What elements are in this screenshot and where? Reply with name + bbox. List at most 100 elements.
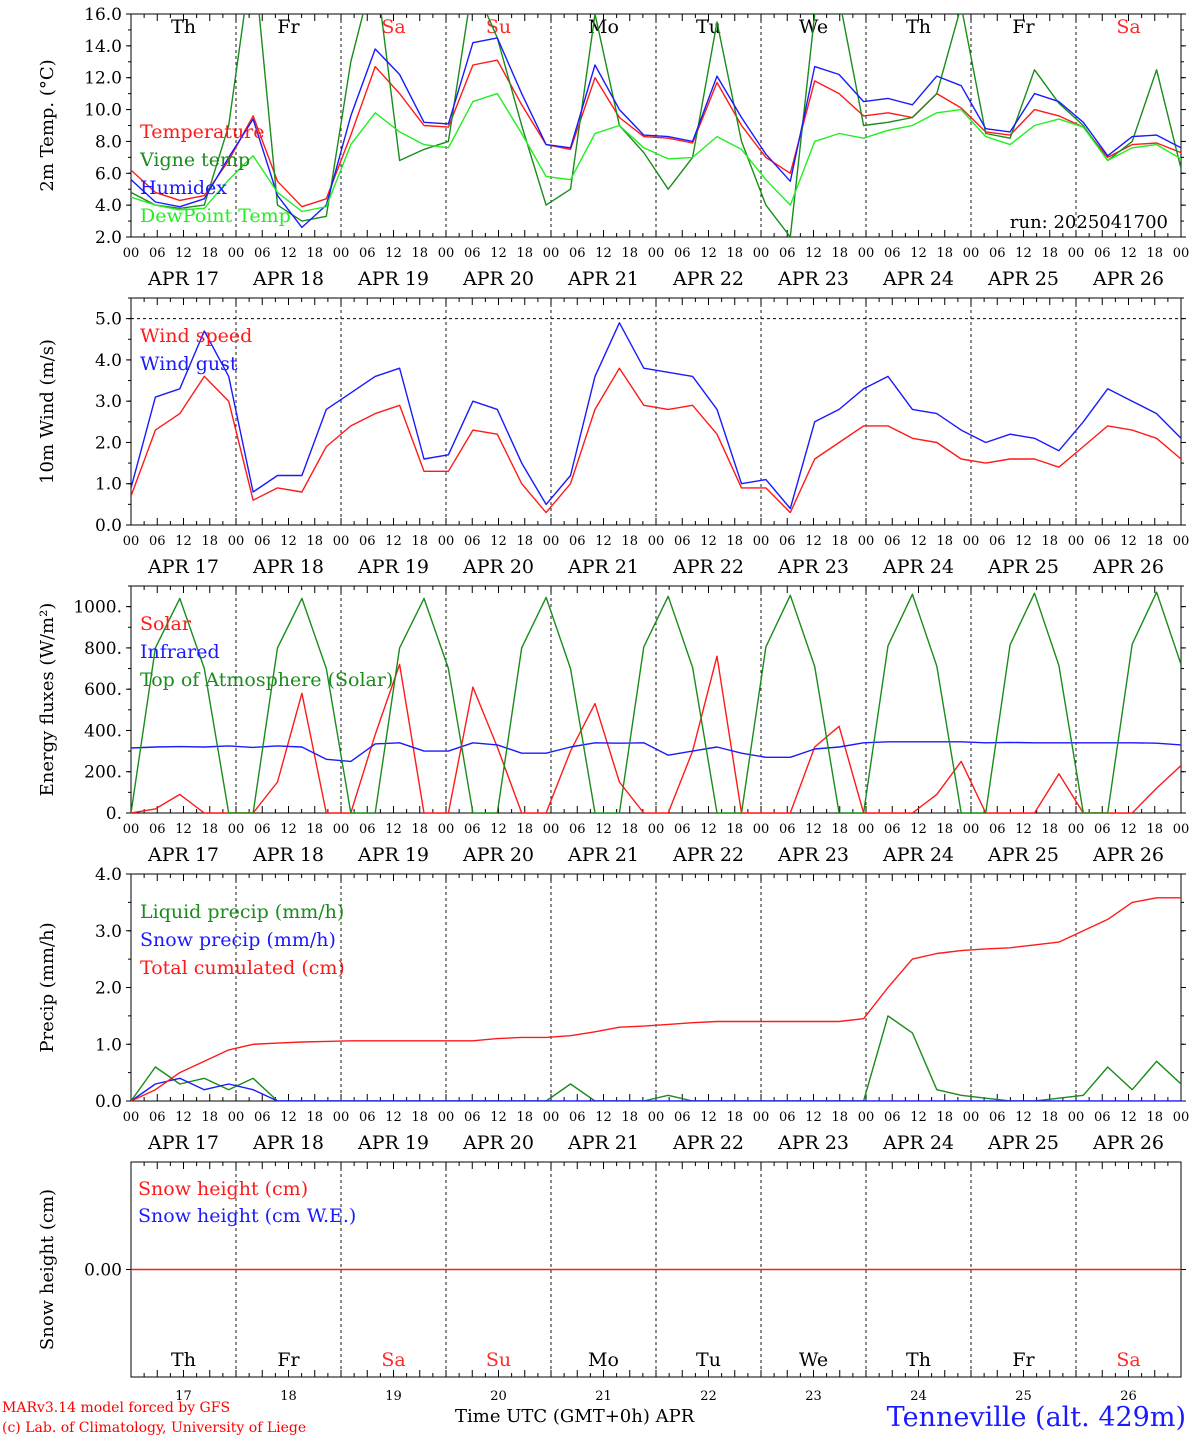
hour-tick-label: 18 [621, 1110, 638, 1125]
y-tick-label: 0. [106, 804, 122, 824]
date-label: APR 25 [987, 844, 1059, 866]
hour-tick-label: 06 [779, 822, 796, 837]
hour-tick-label: 18 [306, 246, 323, 261]
hour-tick-label: 06 [149, 822, 166, 837]
date-label: APR 26 [1092, 268, 1164, 290]
weekday-label: Fr [1012, 16, 1035, 38]
hour-tick-label: 06 [569, 246, 586, 261]
y-axis-title: Energy fluxes (W/m²) [37, 603, 58, 797]
hour-tick-label: 06 [254, 246, 271, 261]
date-label: APR 18 [252, 556, 324, 578]
lab-credit: (c) Lab. of Climatology, University of L… [2, 1420, 307, 1436]
hour-tick-label: 00 [123, 246, 140, 261]
hour-tick-label: 18 [726, 246, 743, 261]
y-tick-label: 5.0 [95, 310, 122, 330]
hour-tick-label: 06 [569, 1110, 586, 1125]
date-label: APR 18 [252, 844, 324, 866]
hour-tick-label: 00 [858, 1110, 875, 1125]
hour-tick-label: 18 [411, 822, 428, 837]
panel-2: 0.0 1.0 2.0 3.0 4.0 5.0 10m Wind (m/s) 00 06 12 18… [37, 297, 1189, 578]
hour-tick-label: 00 [228, 246, 245, 261]
y-tick-label: 1.0 [95, 1035, 122, 1055]
hour-tick-label: 06 [569, 822, 586, 837]
legend-entry: Snow precip (mm/h) [140, 929, 336, 951]
day-number-label: 17 [175, 1389, 192, 1404]
hour-tick-label: 18 [1146, 1110, 1163, 1125]
hour-tick-label: 06 [254, 822, 271, 837]
hour-tick-label: 18 [201, 534, 218, 549]
date-label: APR 25 [987, 556, 1059, 578]
hour-tick-label: 06 [989, 1110, 1006, 1125]
hour-tick-label: 00 [753, 822, 770, 837]
hour-tick-label: 00 [438, 1110, 455, 1125]
y-tick-label: 2.0 [95, 979, 122, 999]
hour-tick-label: 12 [1120, 1110, 1137, 1125]
hour-tick-label: 18 [201, 246, 218, 261]
hour-tick-label: 12 [490, 534, 507, 549]
series-line-3 [131, 591, 1181, 813]
date-label: APR 24 [882, 844, 954, 866]
date-label: APR 17 [147, 1132, 219, 1154]
date-label: APR 24 [882, 1132, 954, 1154]
hour-tick-label: 18 [936, 534, 953, 549]
hour-tick-label: 12 [910, 822, 927, 837]
date-label: APR 22 [672, 844, 744, 866]
panel-frame [130, 13, 1182, 238]
date-label: APR 17 [147, 556, 219, 578]
legend-entry: Wind speed [140, 325, 252, 347]
hour-tick-label: 18 [306, 534, 323, 549]
hour-tick-label: 00 [543, 1110, 560, 1125]
hour-tick-label: 12 [385, 246, 402, 261]
date-label: APR 21 [567, 844, 639, 866]
hour-tick-label: 06 [674, 246, 691, 261]
hour-tick-label: 18 [936, 822, 953, 837]
y-tick-label: 1.0 [95, 475, 122, 495]
hour-tick-label: 12 [1015, 534, 1032, 549]
hour-tick-label: 00 [123, 534, 140, 549]
hour-tick-label: 12 [700, 822, 717, 837]
y-tick-label: 12.0 [84, 69, 122, 89]
series-line-3 [131, 897, 1181, 1101]
weekday-label: Fr [1012, 1349, 1035, 1371]
legend-entry: Vigne temp [139, 149, 250, 171]
hour-tick-label: 06 [779, 246, 796, 261]
hour-tick-label: 12 [595, 246, 612, 261]
hour-tick-label: 12 [805, 822, 822, 837]
hour-tick-label: 12 [700, 1110, 717, 1125]
legend-entry: Solar [140, 613, 192, 635]
legend-entry: Infrared [140, 641, 220, 663]
hour-tick-label: 00 [228, 822, 245, 837]
hour-tick-label: 18 [1041, 246, 1058, 261]
hour-tick-label: 12 [595, 1110, 612, 1125]
hour-tick-label: 00 [963, 1110, 980, 1125]
hour-tick-label: 18 [201, 822, 218, 837]
date-label: APR 24 [882, 556, 954, 578]
hour-tick-label: 18 [516, 1110, 533, 1125]
hour-tick-label: 12 [175, 534, 192, 549]
weekday-label: Th [906, 16, 931, 38]
legend-entry: Snow height (cm) [138, 1178, 308, 1200]
hour-tick-label: 18 [516, 534, 533, 549]
hour-tick-label: 06 [884, 822, 901, 837]
hour-tick-label: 18 [726, 534, 743, 549]
hour-tick-label: 00 [1173, 1110, 1190, 1125]
y-tick-label: 4.0 [95, 351, 122, 371]
y-tick-label: 800. [84, 639, 122, 659]
panel-3: 0. 200. 400. 600. 800. 1000. Energy fluxes (W/… [37, 585, 1189, 866]
hour-tick-label: 06 [674, 1110, 691, 1125]
date-label: APR 17 [147, 268, 219, 290]
hour-tick-label: 12 [805, 1110, 822, 1125]
hour-tick-label: 00 [648, 534, 665, 549]
hour-tick-label: 12 [1015, 246, 1032, 261]
legend-entry: Wind gust [140, 353, 238, 375]
weekday-label: Th [171, 16, 196, 38]
day-number-label: 26 [1120, 1389, 1137, 1404]
y-tick-label: 0.0 [95, 1092, 122, 1112]
hour-tick-label: 18 [516, 246, 533, 261]
hour-tick-label: 12 [1015, 822, 1032, 837]
y-tick-label: 6.0 [95, 164, 122, 184]
hour-tick-label: 12 [280, 534, 297, 549]
series-line-2 [131, 14, 1181, 237]
hour-tick-label: 06 [149, 534, 166, 549]
